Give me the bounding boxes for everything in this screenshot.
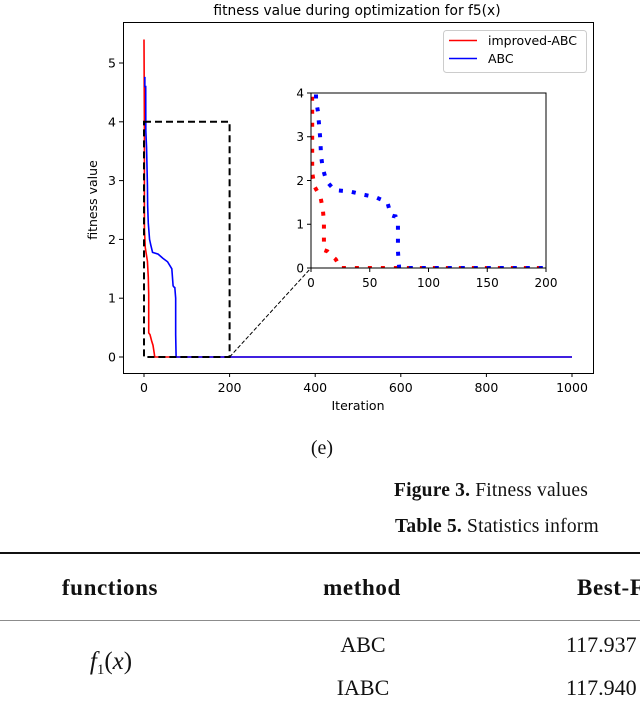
table-cell-method: ABC <box>340 632 386 657</box>
inset-y-tick-label: 2 <box>296 174 304 188</box>
table-caption-label: Table 5. <box>395 516 462 537</box>
table-cell-method: IABC <box>336 675 390 700</box>
x-axis-label: Iteration <box>331 398 384 413</box>
table-cell-function: f1(x) <box>11 647 211 678</box>
inset-plot-frame <box>311 93 546 268</box>
table-header-best: Best-F <box>577 575 640 600</box>
y-axis-label: fitness value <box>85 160 100 240</box>
table-cell-best: 117.937 <box>566 632 637 657</box>
figure-caption: Figure 3. Fitness values <box>394 479 588 503</box>
function-open-paren: ( <box>104 648 113 675</box>
figure-caption-label: Figure 3. <box>394 480 471 501</box>
x-tick-label: 600 <box>389 380 413 395</box>
table-cell-best: 117.940 <box>566 675 637 700</box>
y-axis: 0 1 2 3 4 5 fitness value <box>85 56 123 365</box>
inset-plot: 0 1 2 3 4 0 50 100 150 200 <box>296 86 558 290</box>
x-tick-label: 400 <box>303 380 327 395</box>
inset-x-tick-label: 100 <box>417 276 440 290</box>
table-header-functions: functions <box>61 575 159 600</box>
inset-y-tick-label: 0 <box>296 261 304 275</box>
inset-y-tick-label: 3 <box>296 130 304 144</box>
inset-x-tick-label: 0 <box>307 276 315 290</box>
inset-x-tick-label: 200 <box>535 276 558 290</box>
zoom-region-rectangle <box>143 120 231 358</box>
inset-x-tick-label: 50 <box>362 276 377 290</box>
y-tick-label: 1 <box>108 291 116 306</box>
y-tick-label: 0 <box>108 350 116 365</box>
inset-y-tick-label: 4 <box>296 86 304 100</box>
table-top-rule <box>0 552 640 554</box>
function-subscript: 1 <box>96 662 105 678</box>
x-tick-label: 200 <box>218 380 242 395</box>
inset-x-tick-label: 150 <box>476 276 499 290</box>
chart-legend: improved-ABC ABC <box>443 30 587 73</box>
function-argument: x <box>112 648 124 675</box>
table-caption: Table 5. Statistics inform <box>395 515 599 539</box>
series-abc-line <box>144 76 572 358</box>
y-tick-label: 3 <box>108 173 116 188</box>
x-tick-label: 800 <box>474 380 498 395</box>
table-caption-text: Statistics inform <box>461 516 599 537</box>
inset-series-improved-abc-line <box>311 93 546 268</box>
y-tick-label: 4 <box>108 114 116 129</box>
legend-label-improved-abc: improved-ABC <box>488 33 577 48</box>
x-tick-label: 0 <box>140 380 148 395</box>
subfigure-label: (e) <box>310 437 334 459</box>
table-header-rule <box>0 620 640 621</box>
y-tick-label: 2 <box>108 232 116 247</box>
function-symbol: f <box>89 648 97 675</box>
figure-caption-text: Fitness values <box>470 480 589 501</box>
x-axis: 0 200 400 600 800 1000 Iteration <box>140 373 588 413</box>
inset-y-tick-label: 1 <box>296 218 304 232</box>
inset-connector-line <box>229 267 312 358</box>
legend-label-abc: ABC <box>488 51 514 66</box>
y-tick-label: 5 <box>108 56 116 71</box>
x-tick-label: 1000 <box>556 380 588 395</box>
fitness-chart: fitness value during optimization for f5… <box>85 3 594 413</box>
table-header-method: method <box>323 575 401 600</box>
function-close-paren: ) <box>123 648 133 675</box>
chart-title: fitness value during optimization for f5… <box>213 3 500 19</box>
